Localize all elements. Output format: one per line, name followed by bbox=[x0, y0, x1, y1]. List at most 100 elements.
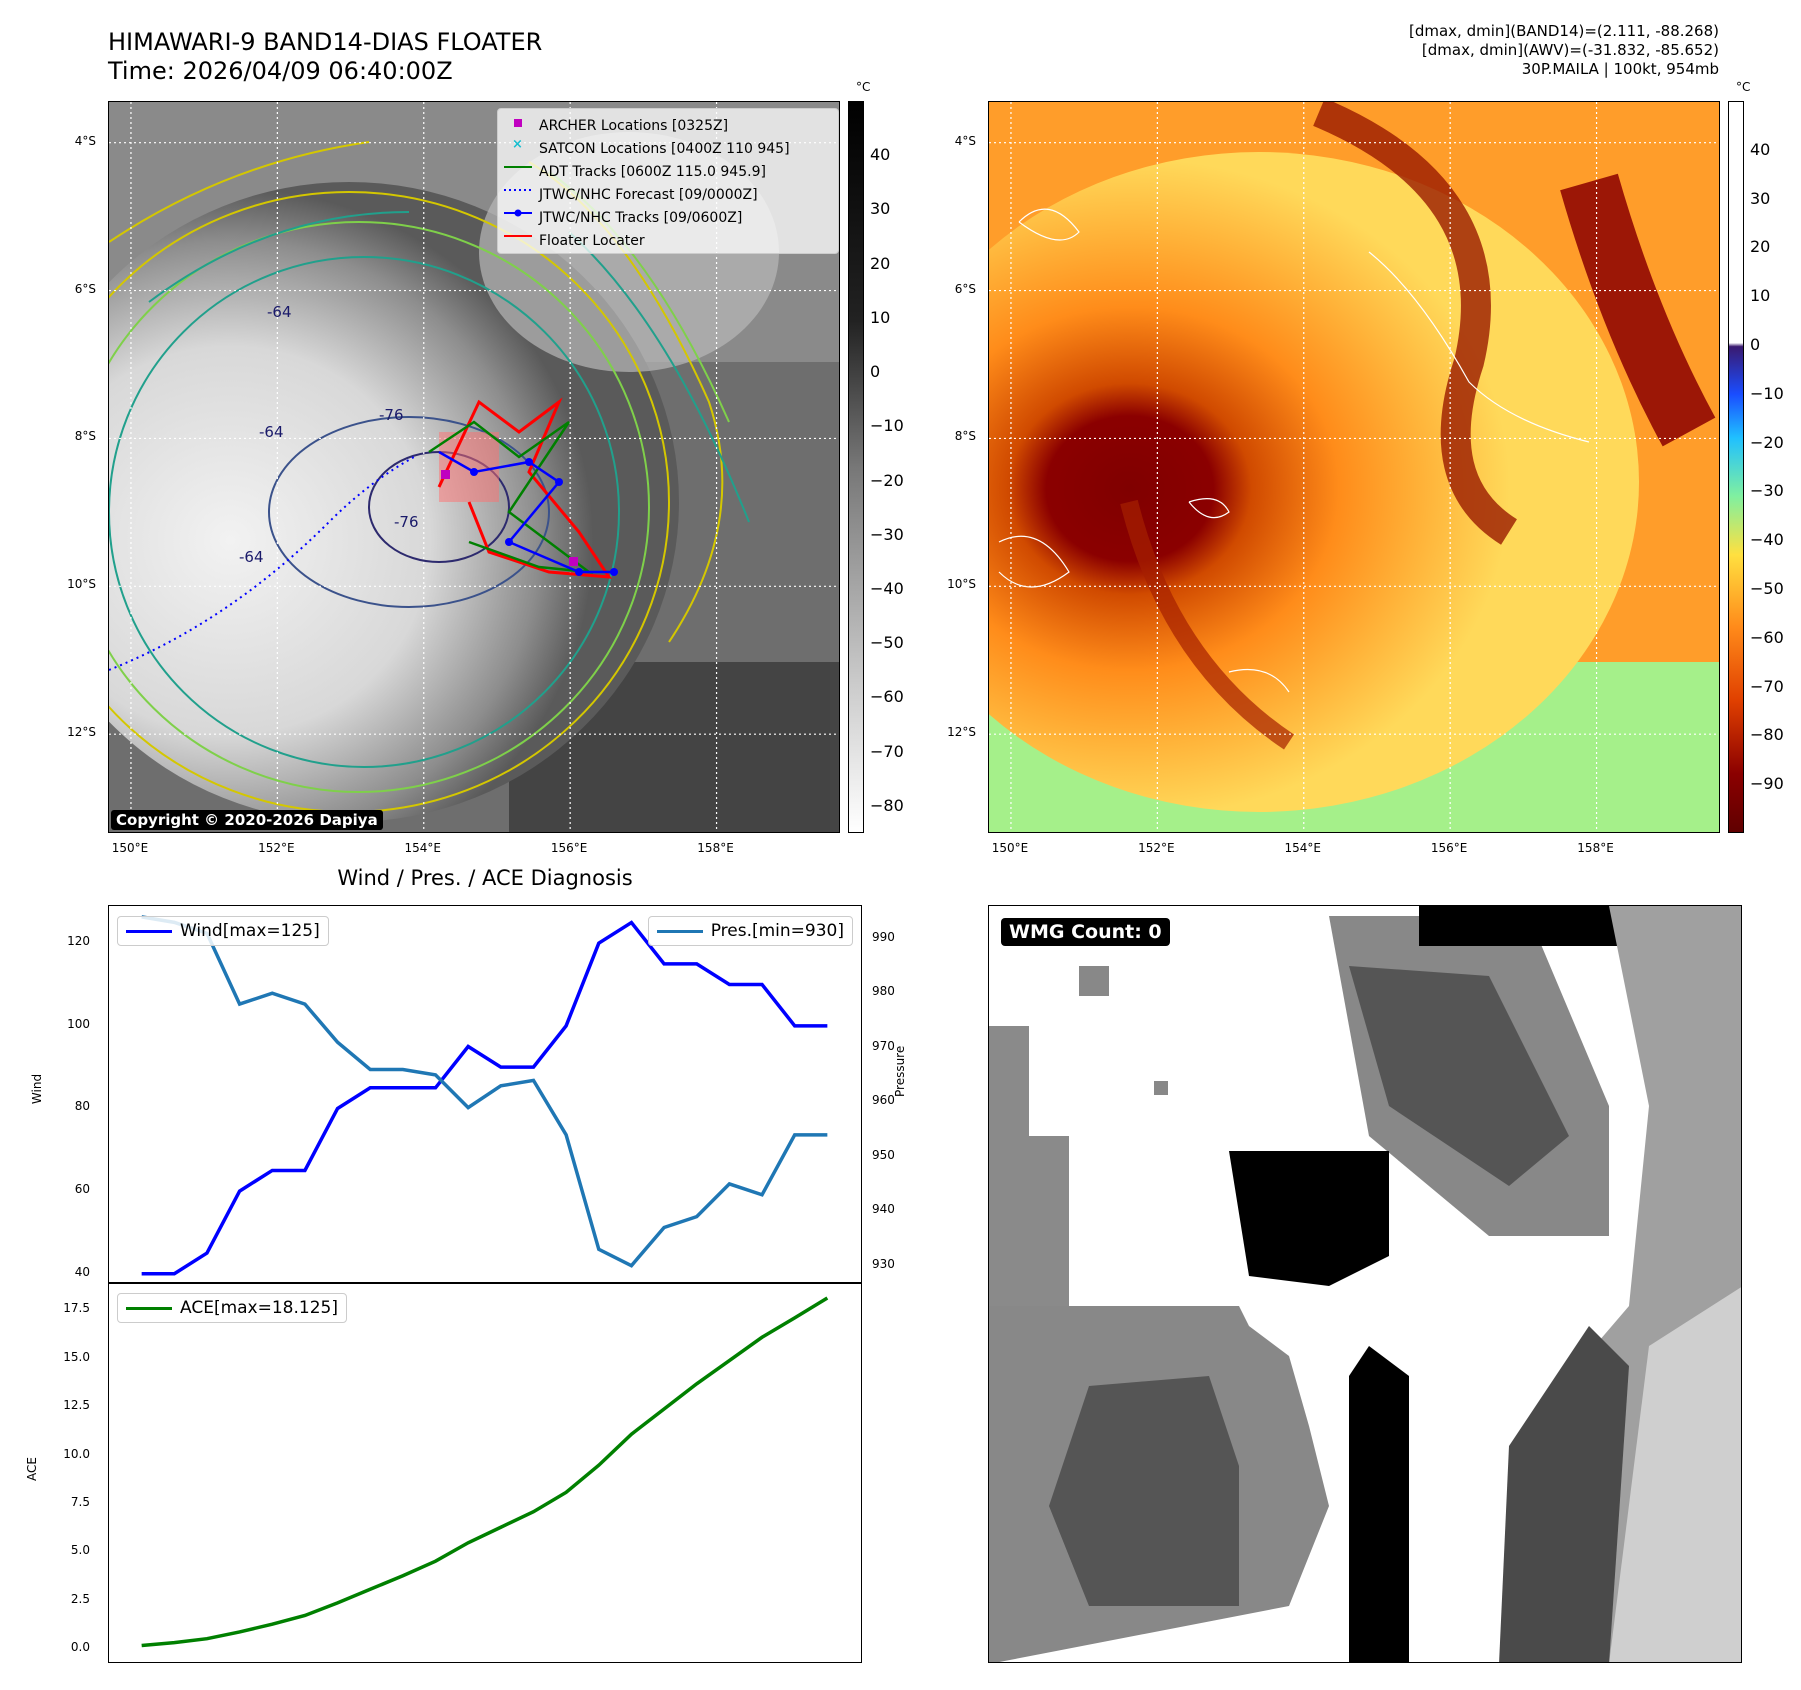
lon-tick-label: 154°E bbox=[1284, 841, 1322, 855]
ace-tick-label: 17.5 bbox=[63, 1301, 90, 1316]
colorbar-tick-label: −20 bbox=[870, 470, 904, 490]
ace-tick-label: 2.5 bbox=[70, 1591, 90, 1606]
colorbar-tick-label: −10 bbox=[1750, 383, 1784, 403]
colorbar-tick-label: −60 bbox=[870, 687, 904, 707]
pressure-series-line bbox=[141, 915, 828, 1268]
colorbar-tick-label: 10 bbox=[870, 307, 891, 327]
copyright-badge: Copyright © 2020-2026 Dapiya bbox=[111, 810, 383, 830]
map-legend: × ARCHER Locations [0325Z] SATCON Locati… bbox=[497, 108, 839, 254]
wind-pressure-plot bbox=[141, 915, 828, 1276]
lon-tick-label: 156°E bbox=[1430, 841, 1468, 855]
jtwc-track-point bbox=[505, 538, 513, 546]
colorbar-tick-label: −70 bbox=[1750, 676, 1784, 696]
colorbar-tick-label: 40 bbox=[1750, 139, 1771, 159]
adt-track bbox=[428, 420, 594, 574]
colorbar-tick-label: −50 bbox=[870, 633, 904, 653]
contour-label: -76 bbox=[394, 513, 419, 531]
colorbar-tick-label: −10 bbox=[870, 416, 904, 436]
colorbar-tick-label: −70 bbox=[870, 741, 904, 761]
colorbar-tick-label: −50 bbox=[1750, 579, 1784, 598]
colorbar-tick-label: −80 bbox=[1750, 725, 1784, 745]
wind-tick-label: 60 bbox=[74, 1182, 90, 1197]
colorbar-tick-label: −30 bbox=[870, 524, 904, 544]
lon-tick-label: 150°E bbox=[111, 841, 149, 855]
map-gridlines bbox=[989, 102, 1719, 832]
archer-location bbox=[569, 557, 578, 566]
lon-tick-label: 152°E bbox=[1138, 841, 1175, 855]
jtwc-forecast-track bbox=[109, 456, 415, 671]
colorbar-tick-label: 30 bbox=[1750, 188, 1771, 208]
lon-tick-label: 152°E bbox=[258, 841, 295, 855]
colorbar-unit-left: °C bbox=[856, 80, 871, 94]
wind-tick-label: 120 bbox=[67, 934, 90, 949]
lat-tick-label: 12°S bbox=[67, 725, 96, 740]
ace-tick-label: 12.5 bbox=[63, 1398, 90, 1413]
contour-label: -76 bbox=[379, 406, 404, 424]
lat-tick-label: 10°S bbox=[67, 577, 96, 592]
colorbar-left bbox=[848, 101, 864, 833]
jtwc-track-point bbox=[555, 478, 563, 486]
ace-tick-label: 15.0 bbox=[63, 1349, 90, 1364]
ace-series-line bbox=[141, 1296, 829, 1648]
wind-pressure-chart: Wind[max=125] Pres.[min=930] bbox=[108, 905, 862, 1284]
lon-tick-label: 150°E bbox=[991, 841, 1029, 855]
legend-marker-archer bbox=[514, 119, 522, 127]
contour-label: -64 bbox=[267, 303, 292, 321]
colorbar-tick-label: −40 bbox=[870, 579, 904, 598]
colorbar-tick-label: 0 bbox=[1750, 335, 1761, 354]
lat-tick-label: 10°S bbox=[947, 577, 976, 592]
legend-marker-satcon: × bbox=[512, 137, 523, 152]
ace-legend-swatch bbox=[126, 1306, 172, 1310]
storm-info: [dmax, dmin](BAND14)=(2.111, -88.268) [d… bbox=[1119, 22, 1719, 79]
lon-tick-label: 158°E bbox=[697, 841, 734, 855]
info-line-1: [dmax, dmin](BAND14)=(2.111, -88.268) bbox=[1408, 22, 1719, 40]
pressure-tick-label: 950 bbox=[872, 1147, 895, 1162]
colorbar-tick-label: 0 bbox=[870, 362, 881, 382]
contour-label: -64 bbox=[259, 423, 284, 441]
legend-item-adt: ADT Tracks [0600Z 115.0 945.9] bbox=[539, 164, 766, 180]
jtwc-track-point bbox=[610, 568, 618, 576]
ace-tick-label: 0.0 bbox=[70, 1640, 90, 1655]
wind-legend-swatch bbox=[126, 929, 172, 933]
diagnosis-title: Wind / Pres. / ACE Diagnosis bbox=[337, 866, 633, 890]
wind-series-line bbox=[141, 920, 828, 1276]
ace-tick-label: 7.5 bbox=[70, 1494, 90, 1509]
pressure-tick-label: 930 bbox=[872, 1256, 895, 1271]
jtwc-track-point bbox=[470, 468, 478, 476]
colorbar-tick-label: −60 bbox=[1750, 627, 1784, 647]
title-line-2: Time: 2026/04/09 06:40:00Z bbox=[108, 57, 453, 85]
colorbar-tick-label: 40 bbox=[870, 145, 891, 165]
colorbar-tick-label: 10 bbox=[1750, 286, 1771, 306]
pressure-tick-label: 940 bbox=[872, 1202, 895, 1217]
lat-tick-label: 12°S bbox=[947, 725, 976, 740]
info-line-3: 30P.MAILA | 100kt, 954mb bbox=[1521, 60, 1719, 78]
colorbar-tick-label: 20 bbox=[1750, 237, 1771, 257]
ace-plot bbox=[141, 1296, 829, 1648]
ace-legend-label: ACE[max=18.125] bbox=[180, 1298, 338, 1318]
pressure-legend: Pres.[min=930] bbox=[647, 916, 853, 946]
ace-chart: ACE[max=18.125] bbox=[108, 1282, 862, 1663]
pressure-legend-label: Pres.[min=930] bbox=[710, 921, 844, 941]
lat-tick-label: 6°S bbox=[74, 281, 96, 296]
lat-tick-label: 4°S bbox=[954, 133, 976, 148]
legend-item-floater: Floater Locater bbox=[539, 233, 645, 249]
awv-map bbox=[988, 101, 1720, 833]
ace-tick-label: 10.0 bbox=[63, 1446, 90, 1461]
figure-title: HIMAWARI-9 BAND14-DIAS FLOATER Time: 202… bbox=[108, 28, 542, 86]
lat-tick-label: 8°S bbox=[954, 429, 976, 444]
floater-locater-track bbox=[437, 397, 612, 579]
lon-tick-label: 156°E bbox=[550, 841, 588, 855]
jtwc-track-point bbox=[525, 458, 533, 466]
legend-item-satcon: SATCON Locations [0400Z 110 945] bbox=[539, 141, 790, 157]
colorbar-tick-label: −30 bbox=[1750, 481, 1784, 501]
contour-label: -64 bbox=[239, 548, 264, 566]
wmg-panel: WMG Count: 0 bbox=[988, 905, 1742, 1663]
ace-axis-label: ACE bbox=[24, 1457, 39, 1481]
wind-legend-label: Wind[max=125] bbox=[180, 921, 320, 941]
awv-image bbox=[989, 102, 1719, 832]
wind-tick-label: 80 bbox=[74, 1099, 90, 1114]
band14-map: -64 -64 -76 -76 -64 × bbox=[108, 101, 840, 833]
colorbar-unit-right: °C bbox=[1736, 80, 1751, 94]
wmg-image bbox=[989, 906, 1741, 1662]
lon-tick-label: 158°E bbox=[1577, 841, 1614, 855]
